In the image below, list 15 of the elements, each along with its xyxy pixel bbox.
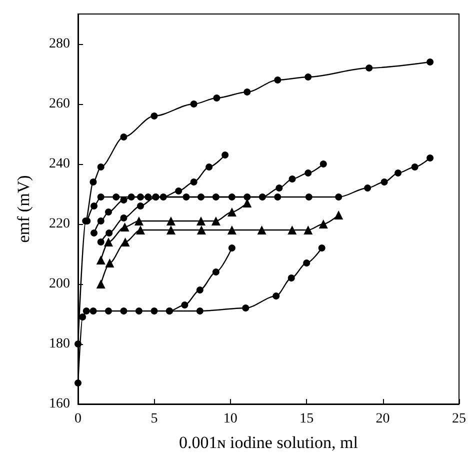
- x-tick-label: 25: [452, 412, 466, 426]
- y-tick-label: 220: [49, 216, 70, 232]
- y-tick-label: 160: [49, 396, 70, 412]
- y-tick-label: 180: [49, 336, 70, 352]
- y-tick-label: 240: [49, 156, 70, 172]
- x-axis-title: 0.001ɴ iodine solution, ml: [179, 433, 358, 452]
- x-tick-label: 5: [150, 412, 158, 426]
- y-tick-label: 200: [49, 276, 70, 292]
- x-tick-label: 10: [223, 412, 238, 426]
- y-axis-title: emf (mV): [14, 175, 33, 243]
- y-tick-label: 280: [49, 36, 70, 52]
- x-tick-label: 0: [74, 412, 82, 426]
- x-tick-label: 20: [376, 412, 390, 426]
- x-tick-label: 15: [300, 412, 314, 426]
- y-tick-label: 260: [49, 96, 70, 112]
